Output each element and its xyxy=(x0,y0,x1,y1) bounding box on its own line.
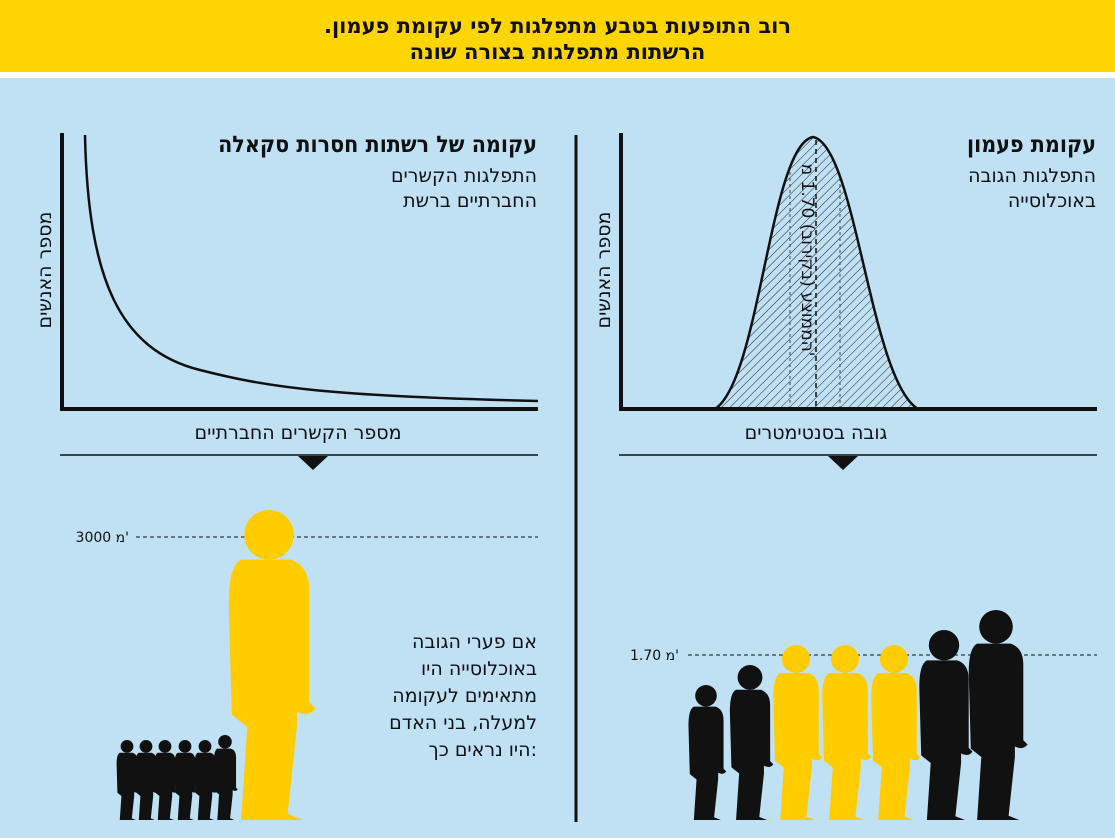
person-figure-average xyxy=(822,645,872,820)
main-title-line2: הרשתות מתפלגות בצורה שונה xyxy=(409,40,706,64)
bell-title: עקומת פעמון xyxy=(967,132,1096,158)
scale-free-curve xyxy=(83,134,539,403)
person-figure-tall xyxy=(968,610,1028,820)
bell-y-label: מספר האנשים xyxy=(593,212,615,329)
giant-person-figure xyxy=(228,510,316,820)
note-line-4: למעלה, בני האדם xyxy=(389,712,537,734)
scale-free-chart: מספר האנשים מספר הקשרים החברתיים עקומה ש… xyxy=(34,132,539,470)
infographic-panel: הממוצע (בקירוב) 1.70 מ' מספר האנשים גובה… xyxy=(0,78,1115,838)
mean-label: הממוצע (בקירוב) 1.70 מ' xyxy=(797,164,817,357)
bell-x-label: גובה בסנטימטרים xyxy=(745,422,888,444)
person-figure-average xyxy=(871,645,921,820)
small-person-figure xyxy=(194,740,217,820)
small-person-figure xyxy=(116,740,139,820)
main-title-line1: רוב התופעות בטבע מתפלגות לפי עקומת פעמון… xyxy=(323,14,791,38)
bell-subtitle-line2: באוכלוסייה xyxy=(1008,190,1096,212)
bell-curve-chart: הממוצע (בקירוב) 1.70 מ' מספר האנשים גובה… xyxy=(593,132,1097,470)
bell-curve-line xyxy=(714,135,919,411)
scale-free-subtitle-line2: החברתיים ברשת xyxy=(403,190,537,212)
height-3000-label: 3000 מ' xyxy=(76,530,129,546)
small-person-figure xyxy=(135,740,158,820)
note-line-2: באוכלוסייה היו xyxy=(421,658,537,680)
bell-subtitle-line1: התפלגות הגובה xyxy=(968,165,1096,187)
height-170-label: 1.70 מ' xyxy=(630,648,679,664)
infographic-svg: הממוצע (בקירוב) 1.70 מ' מספר האנשים גובה… xyxy=(34,132,1097,822)
note-line-5: היו נראים כך: xyxy=(429,739,537,761)
scale-free-people: 3000 מ' אם פערי הגובה באוכלוסייה היו מתא… xyxy=(76,510,538,820)
person-figure xyxy=(729,665,774,820)
right-arrow-icon xyxy=(828,456,858,470)
scale-free-title: עקומה של רשתות חסרות סקאלה xyxy=(218,132,537,158)
scale-free-y-label: מספר האנשים xyxy=(34,212,56,329)
normal-height-people: 1.70 מ' xyxy=(630,610,1097,820)
scale-free-subtitle-line1: התפלגות הקשרים xyxy=(391,165,537,187)
scale-free-x-label: מספר הקשרים החברתיים xyxy=(195,422,402,444)
header-banner: רוב התופעות בטבע מתפלגות לפי עקומת פעמון… xyxy=(0,0,1115,78)
note-line-1: אם פערי הגובה xyxy=(412,631,537,653)
small-person-figure xyxy=(174,740,197,820)
note-line-3: מתאימים לעקומה xyxy=(392,685,537,707)
small-person-figure xyxy=(154,740,177,820)
small-person-figure xyxy=(213,735,238,820)
person-figure-average xyxy=(773,645,823,820)
person-figure xyxy=(919,630,973,820)
person-figure-short xyxy=(688,685,727,820)
left-arrow-icon xyxy=(298,456,328,470)
